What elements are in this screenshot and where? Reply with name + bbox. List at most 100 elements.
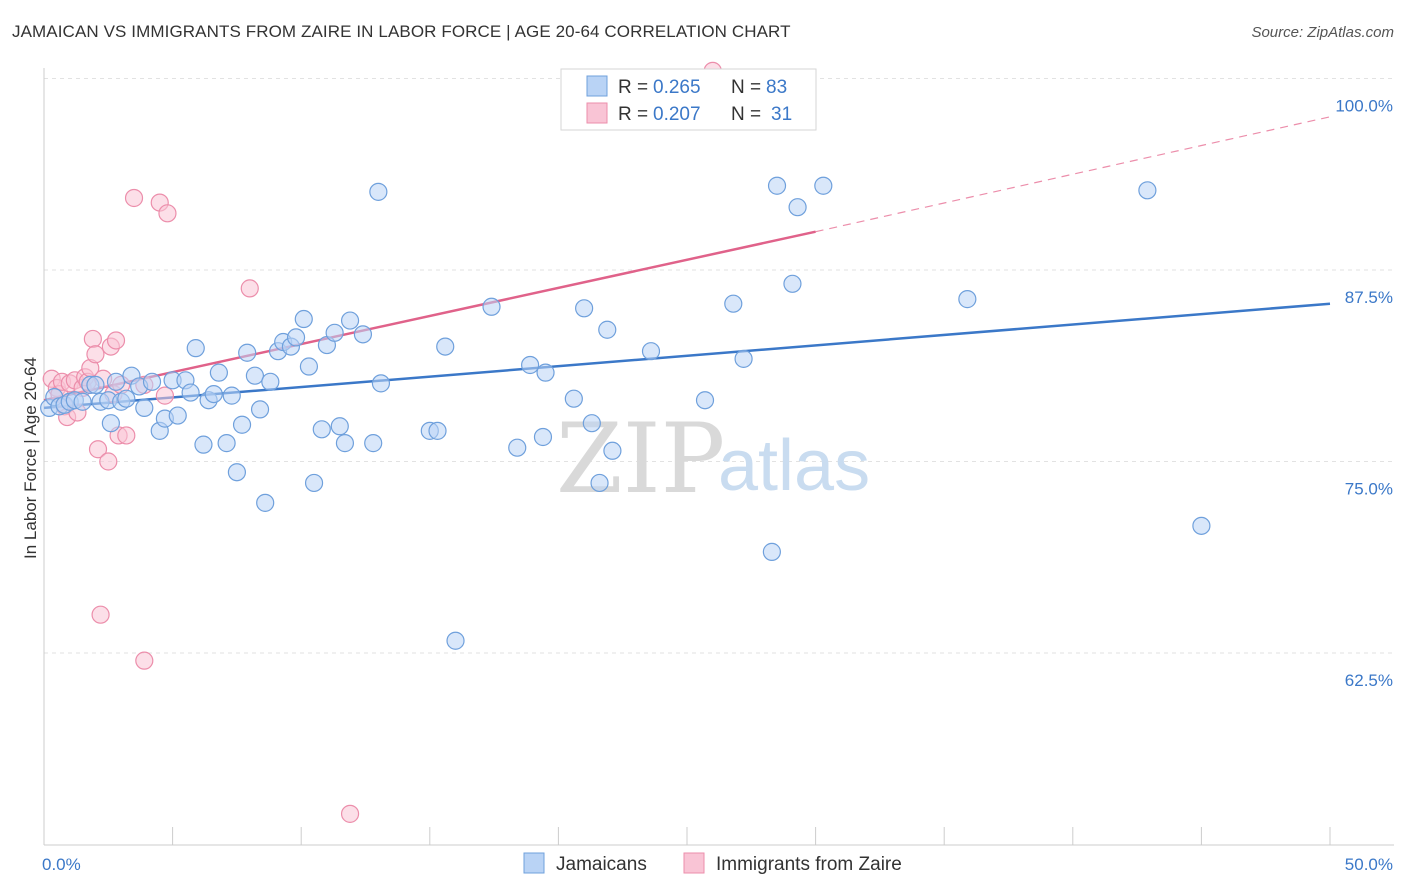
legend-r-value-zaire: 0.207 bbox=[653, 104, 701, 125]
jamaican-point bbox=[734, 349, 753, 368]
jamaican-point bbox=[340, 311, 360, 330]
jamaican-point bbox=[101, 414, 120, 433]
legend-r-label-zaire: R = bbox=[618, 104, 648, 125]
jamaican-point bbox=[428, 421, 447, 440]
series-legend: Jamaicans Immigrants from Zaire bbox=[523, 852, 902, 875]
watermark-atlas: atlas bbox=[718, 426, 870, 506]
jamaican-point bbox=[227, 463, 246, 482]
jamaican-point bbox=[142, 372, 162, 391]
jamaican-point bbox=[446, 631, 465, 650]
zaire-point bbox=[155, 386, 174, 405]
jamaican-point bbox=[86, 375, 105, 394]
x-tick-label: 50.0% bbox=[1345, 855, 1393, 874]
jamaican-point bbox=[767, 176, 787, 195]
y-tick-label: 87.5% bbox=[1345, 288, 1393, 307]
x-tick-label: 0.0% bbox=[42, 855, 81, 874]
jamaican-point bbox=[256, 493, 275, 512]
jamaican-point bbox=[788, 198, 807, 217]
legend-r-label-jamaicans: R = bbox=[618, 77, 648, 98]
zaire-point bbox=[88, 440, 108, 459]
jamaican-point bbox=[353, 325, 373, 344]
jamaican-point bbox=[436, 337, 455, 356]
jamaican-point bbox=[181, 383, 200, 402]
zaire-point bbox=[99, 452, 118, 471]
gridlines bbox=[44, 78, 1394, 654]
legend-swatch-zaire bbox=[586, 102, 608, 124]
legend-swatch-jamaicans bbox=[586, 75, 608, 97]
jamaican-point bbox=[209, 363, 228, 382]
jamaican-point bbox=[641, 342, 661, 361]
zaire-point bbox=[240, 279, 259, 298]
jamaican-point bbox=[1192, 516, 1211, 535]
jamaican-point bbox=[186, 339, 205, 358]
bottom-legend-label-zaire: Immigrants from Zaire bbox=[716, 854, 902, 875]
jamaican-point bbox=[299, 357, 319, 376]
bottom-legend-swatch-jamaicans bbox=[523, 852, 545, 874]
jamaican-point bbox=[204, 384, 223, 404]
jamaican-point bbox=[238, 343, 257, 362]
zaire-point bbox=[86, 345, 105, 364]
jamaican-point bbox=[222, 386, 241, 405]
jamaican-point bbox=[783, 274, 802, 293]
jamaican-point bbox=[261, 372, 280, 391]
jamaican-point bbox=[250, 400, 270, 419]
y-tick-label: 100.0% bbox=[1335, 97, 1393, 116]
jamaican-point bbox=[304, 473, 324, 493]
jamaican-point bbox=[364, 434, 383, 453]
jamaican-point bbox=[533, 427, 553, 447]
jamaican-point bbox=[194, 435, 213, 454]
jamaican-point bbox=[294, 309, 313, 329]
jamaican-point bbox=[814, 176, 833, 195]
zaire-point bbox=[106, 331, 126, 350]
legend-n-label-jamaicans: N = bbox=[731, 77, 761, 98]
jamaican-point bbox=[73, 392, 92, 411]
zaire-point bbox=[135, 651, 154, 670]
jamaican-point bbox=[724, 294, 743, 313]
jamaican-point bbox=[106, 372, 126, 391]
chart-title: JAMAICAN VS IMMIGRANTS FROM ZAIRE IN LAB… bbox=[12, 22, 791, 41]
legend-n-value-zaire: 31 bbox=[771, 104, 792, 125]
jamaican-point bbox=[117, 389, 136, 408]
jamaican-point bbox=[521, 355, 540, 375]
jamaican-point bbox=[217, 434, 236, 453]
jamaican-point bbox=[1138, 181, 1157, 200]
bottom-legend-swatch-zaire bbox=[683, 852, 705, 874]
zaire-point bbox=[158, 204, 177, 223]
y-tick-label: 62.5% bbox=[1345, 671, 1393, 690]
correlation-legend: R = 0.265 N = 83 R = 0.207 N = 31 bbox=[560, 68, 817, 131]
bottom-legend-label-jamaicans: Jamaicans bbox=[556, 854, 647, 875]
zaire-point bbox=[124, 188, 144, 208]
jamaican-point bbox=[330, 417, 349, 436]
jamaican-point bbox=[958, 290, 977, 309]
zaire-point bbox=[83, 329, 102, 349]
zaire-trend-extension bbox=[815, 116, 1331, 233]
watermark-zip: ZIP bbox=[556, 403, 725, 515]
jamaican-point bbox=[762, 542, 781, 561]
jamaican-point bbox=[575, 299, 594, 318]
y-axis-title: In Labor Force | Age 20-64 bbox=[21, 357, 40, 559]
jamaican-point bbox=[564, 389, 583, 408]
jamaican-trend-line bbox=[43, 302, 1331, 410]
zaire-trend-line bbox=[43, 230, 816, 402]
jamaican-point bbox=[371, 374, 391, 393]
trend-lines bbox=[43, 116, 1331, 410]
jamaican-point bbox=[312, 420, 331, 439]
jamaican-point bbox=[232, 415, 252, 434]
zaire-point bbox=[340, 804, 360, 823]
jamaican-point bbox=[536, 363, 555, 382]
axes bbox=[43, 68, 1394, 846]
legend-r-value-jamaicans: 0.265 bbox=[653, 77, 701, 98]
jamaican-point bbox=[168, 406, 187, 425]
legend-n-value-jamaicans: 83 bbox=[766, 77, 787, 98]
jamaican-point bbox=[369, 182, 388, 201]
jamaican-point bbox=[135, 398, 154, 417]
jamaican-point bbox=[582, 414, 601, 433]
source-label: Source: ZipAtlas.com bbox=[1251, 24, 1394, 41]
zaire-point bbox=[91, 605, 110, 624]
tick-labels: 62.5% 75.0% 87.5% 100.0% 0.0% 50.0% bbox=[42, 97, 1393, 875]
jamaican-point bbox=[335, 434, 355, 453]
jamaican-point bbox=[590, 473, 609, 493]
jamaican-point bbox=[482, 297, 501, 316]
jamaican-point bbox=[286, 328, 306, 347]
